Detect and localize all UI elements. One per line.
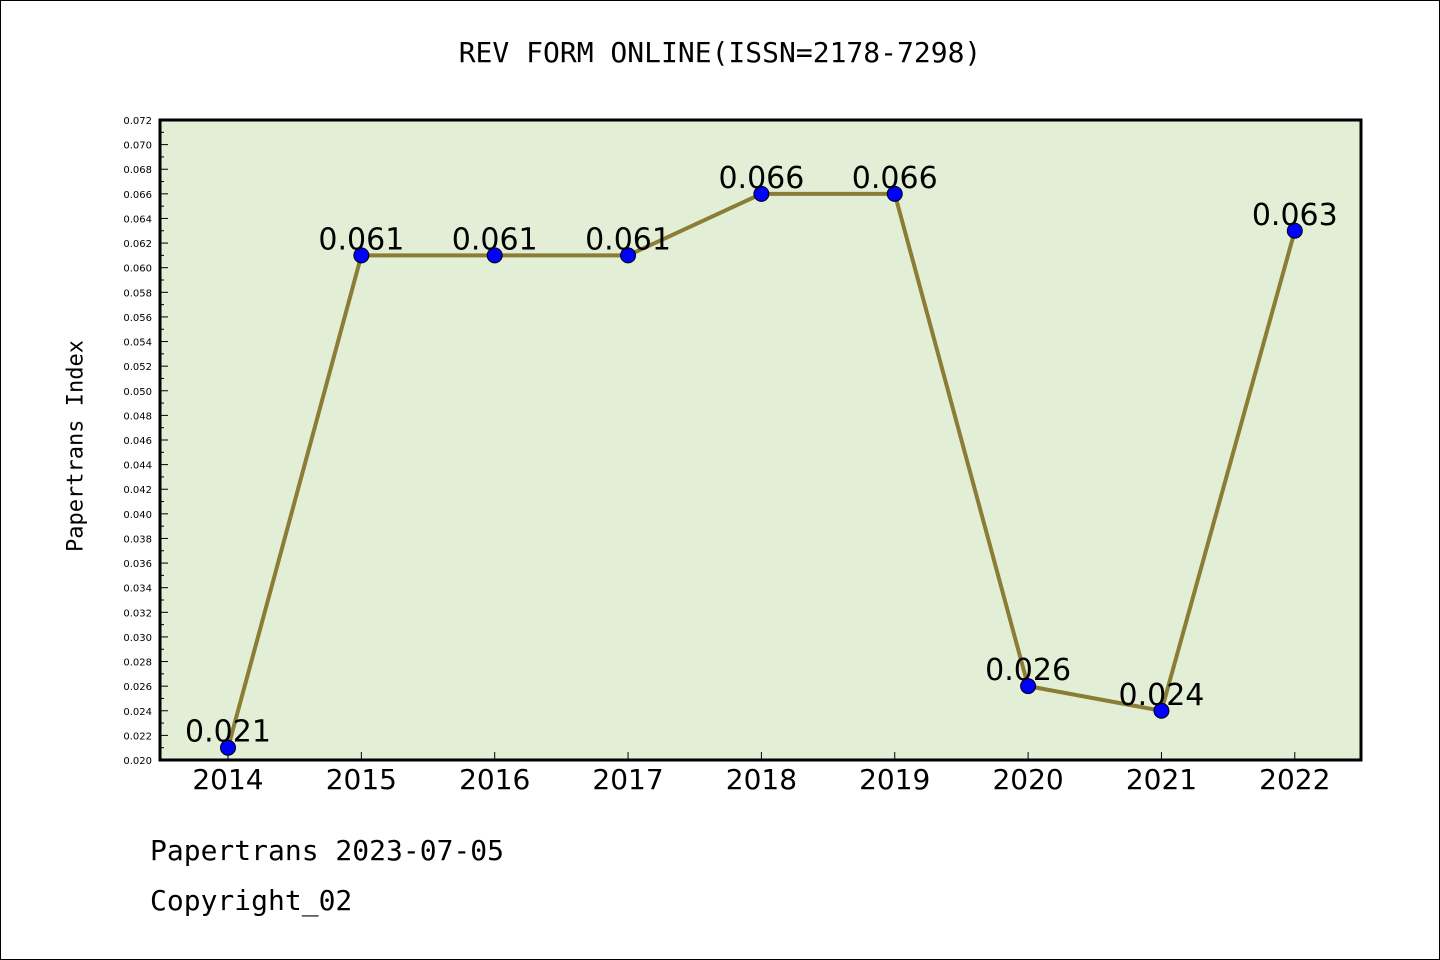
- y-tick-label: 0.056: [123, 313, 152, 324]
- y-tick-label: 0.068: [123, 165, 152, 176]
- y-tick-label: 0.064: [123, 214, 152, 225]
- y-tick-label: 0.038: [123, 534, 152, 545]
- data-label: 0.066: [718, 161, 804, 196]
- data-label: 0.026: [985, 653, 1071, 688]
- y-tick-label: 0.042: [123, 485, 152, 496]
- y-tick-label: 0.066: [123, 190, 152, 201]
- x-tick-label: 2018: [726, 763, 797, 796]
- data-point: [220, 739, 236, 756]
- x-tick-label: 2020: [992, 763, 1063, 796]
- y-tick-label: 0.030: [123, 633, 152, 644]
- data-point: [886, 185, 903, 202]
- y-tick-label: 0.048: [123, 411, 152, 422]
- x-tick-label: 2021: [1126, 763, 1197, 796]
- data-point: [353, 247, 370, 264]
- data-point: [1286, 222, 1303, 239]
- x-tick-label: 2022: [1259, 763, 1330, 796]
- data-label: 0.024: [1119, 678, 1205, 713]
- data-point: [1153, 702, 1170, 719]
- x-tick-label: 2016: [459, 763, 530, 796]
- y-axis: 0.020 0.022 0.024 0.026 0.028 0.030 0.032 0.034…: [123, 116, 168, 767]
- y-tick-label: 0.032: [123, 608, 152, 619]
- y-tick-label: 0.020: [123, 756, 152, 767]
- data-point: [1020, 678, 1037, 695]
- y-tick-label: 0.028: [123, 658, 152, 669]
- data-label: 0.061: [318, 222, 404, 257]
- data-label: 0.063: [1252, 198, 1338, 233]
- x-axis: 2014 2015 2016 2017 2018 2019 2020 2021 2022: [192, 752, 1330, 796]
- y-tick-label: 0.036: [123, 559, 152, 570]
- data-label: 0.021: [185, 715, 271, 750]
- y-tick-label: 0.070: [123, 141, 152, 152]
- data-point: [753, 185, 770, 202]
- y-tick-label: 0.022: [123, 731, 152, 742]
- x-tick-label: 2014: [192, 763, 263, 796]
- y-tick-label: 0.058: [123, 288, 152, 299]
- y-tick-label: 0.040: [123, 510, 152, 521]
- plot-border: [158, 118, 1363, 762]
- y-tick-label: 0.072: [123, 116, 152, 127]
- x-tick-label: 2019: [859, 763, 930, 796]
- data-label: 0.066: [852, 161, 938, 196]
- y-tick-label: 0.026: [123, 682, 152, 693]
- x-tick-label: 2015: [326, 763, 397, 796]
- y-tick-label: 0.050: [123, 387, 152, 398]
- plot-area: [160, 120, 1361, 760]
- x-tick-label: 2017: [592, 763, 663, 796]
- data-point: [620, 247, 637, 264]
- footer-source: Papertrans 2023-07-05: [150, 834, 505, 867]
- y-tick-label: 0.060: [123, 264, 152, 275]
- series-group: 0.021 0.061 0.061 0.061 0.066 0.066 0.026 0.024…: [185, 161, 1338, 756]
- y-tick-label: 0.044: [123, 461, 152, 472]
- data-point: [486, 247, 503, 264]
- y-tick-label: 0.046: [123, 436, 152, 447]
- chart-title: REV FORM ONLINE(ISSN=2178-7298): [458, 36, 982, 69]
- y-tick-label: 0.024: [123, 707, 152, 718]
- y-tick-label: 0.054: [123, 338, 152, 349]
- footer-copyright: Copyright_02: [150, 884, 353, 917]
- data-label: 0.061: [585, 222, 671, 257]
- y-tick-label: 0.052: [123, 362, 152, 373]
- y-tick-label: 0.062: [123, 239, 152, 250]
- y-tick-label: 0.034: [123, 584, 152, 595]
- data-label: 0.061: [452, 222, 538, 257]
